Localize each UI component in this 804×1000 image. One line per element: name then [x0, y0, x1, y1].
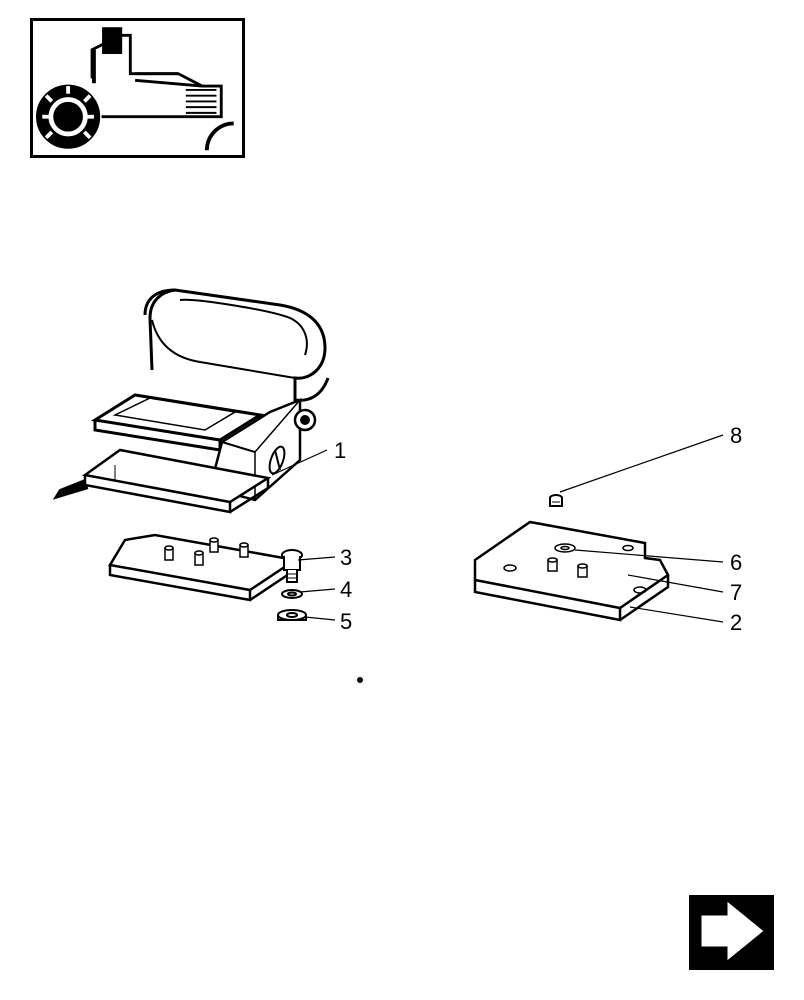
part-plate-left	[110, 535, 295, 600]
callout-5: 5	[340, 609, 352, 635]
callout-3: 3	[340, 545, 352, 571]
callout-8: 8	[730, 423, 742, 449]
next-page-arrow[interactable]	[689, 895, 774, 970]
part-4-washer	[282, 590, 302, 598]
callout-6: 6	[730, 550, 742, 576]
part-5-washer	[278, 610, 306, 620]
callout-4: 4	[340, 577, 352, 603]
callout-2: 2	[730, 610, 742, 636]
part-1-seat	[55, 290, 328, 512]
callout-7: 7	[730, 580, 742, 606]
callout-1: 1	[334, 438, 346, 464]
part-2-plate	[475, 522, 668, 620]
exploded-view	[0, 0, 804, 1000]
arrow-icon	[689, 895, 774, 970]
part-8-plug	[550, 495, 562, 506]
